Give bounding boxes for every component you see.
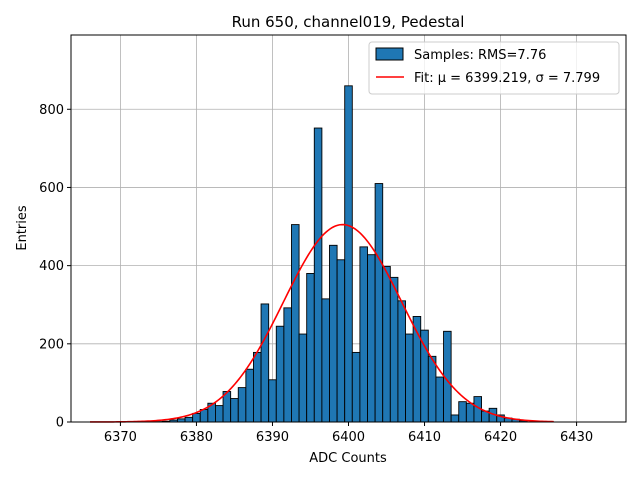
histogram-bar bbox=[420, 329, 429, 423]
histogram-bar bbox=[367, 254, 376, 423]
histogram-bar bbox=[458, 401, 467, 423]
y-tick-label: 400 bbox=[39, 259, 64, 274]
y-tick-label: 0 bbox=[56, 416, 64, 431]
histogram-bar bbox=[435, 376, 444, 423]
legend-bar-swatch bbox=[375, 47, 404, 61]
fit-curve-group bbox=[90, 223, 554, 423]
histogram-bar bbox=[184, 416, 194, 423]
x-tick-label: 6420 bbox=[484, 430, 517, 445]
histogram-bar bbox=[283, 307, 292, 423]
legend-fit-label: Fit: μ = 6399.219, σ = 7.799 bbox=[414, 71, 600, 86]
y-axis-label: Entries bbox=[15, 205, 30, 251]
x-tick-label: 6370 bbox=[104, 430, 137, 445]
histogram-bar bbox=[275, 325, 285, 423]
histogram-bars bbox=[154, 85, 528, 423]
chart-title: Run 650, channel019, Pedestal bbox=[232, 13, 465, 31]
y-axis-ticks: 0 200 400 600 800 bbox=[39, 103, 71, 431]
legend: Samples: RMS=7.76 Fit: μ = 6399.219, σ =… bbox=[368, 41, 620, 95]
histogram-bar bbox=[321, 298, 330, 423]
x-tick-label: 6390 bbox=[256, 430, 289, 445]
histogram-bar bbox=[389, 276, 399, 423]
histogram-bar bbox=[374, 183, 384, 423]
x-axis-ticks: 6370 6380 6390 6400 6410 6420 6430 bbox=[104, 422, 593, 445]
histogram-bar bbox=[291, 224, 300, 423]
histogram-bar bbox=[313, 127, 323, 423]
histogram-bar bbox=[465, 402, 475, 423]
histogram-bar bbox=[382, 265, 391, 423]
histogram-bar bbox=[192, 412, 201, 423]
legend-box bbox=[368, 41, 620, 95]
histogram-bar bbox=[306, 273, 315, 423]
histogram-bar bbox=[450, 414, 460, 423]
histogram-bar bbox=[268, 379, 277, 423]
histogram-bar bbox=[344, 85, 353, 423]
histogram-bar bbox=[298, 333, 308, 423]
histogram-bar bbox=[260, 303, 270, 423]
legend-histogram-label: Samples: RMS=7.76 bbox=[414, 48, 546, 63]
fit-curve bbox=[90, 223, 554, 423]
x-tick-label: 6430 bbox=[560, 430, 593, 445]
histogram-bar bbox=[253, 351, 262, 423]
histogram-bar bbox=[397, 300, 406, 423]
histogram-bar bbox=[237, 387, 247, 423]
x-axis-label: ADC Counts bbox=[309, 451, 387, 466]
x-tick-label: 6400 bbox=[332, 430, 365, 445]
y-tick-label: 600 bbox=[39, 181, 64, 196]
y-tick-label: 200 bbox=[39, 337, 64, 352]
x-tick-label: 6380 bbox=[180, 430, 213, 445]
x-tick-label: 6410 bbox=[408, 430, 441, 445]
histogram-bar bbox=[427, 355, 437, 423]
histogram-bar bbox=[359, 246, 368, 423]
histogram-bar bbox=[329, 244, 338, 423]
histogram-bar bbox=[199, 409, 209, 423]
histogram-bar bbox=[405, 333, 414, 423]
histogram-bar bbox=[230, 398, 239, 423]
histogram-bar bbox=[215, 405, 224, 423]
histogram-bar bbox=[351, 351, 361, 423]
histogram-bar bbox=[336, 259, 346, 423]
y-tick-label: 800 bbox=[39, 103, 64, 118]
histogram-bar bbox=[245, 368, 254, 423]
